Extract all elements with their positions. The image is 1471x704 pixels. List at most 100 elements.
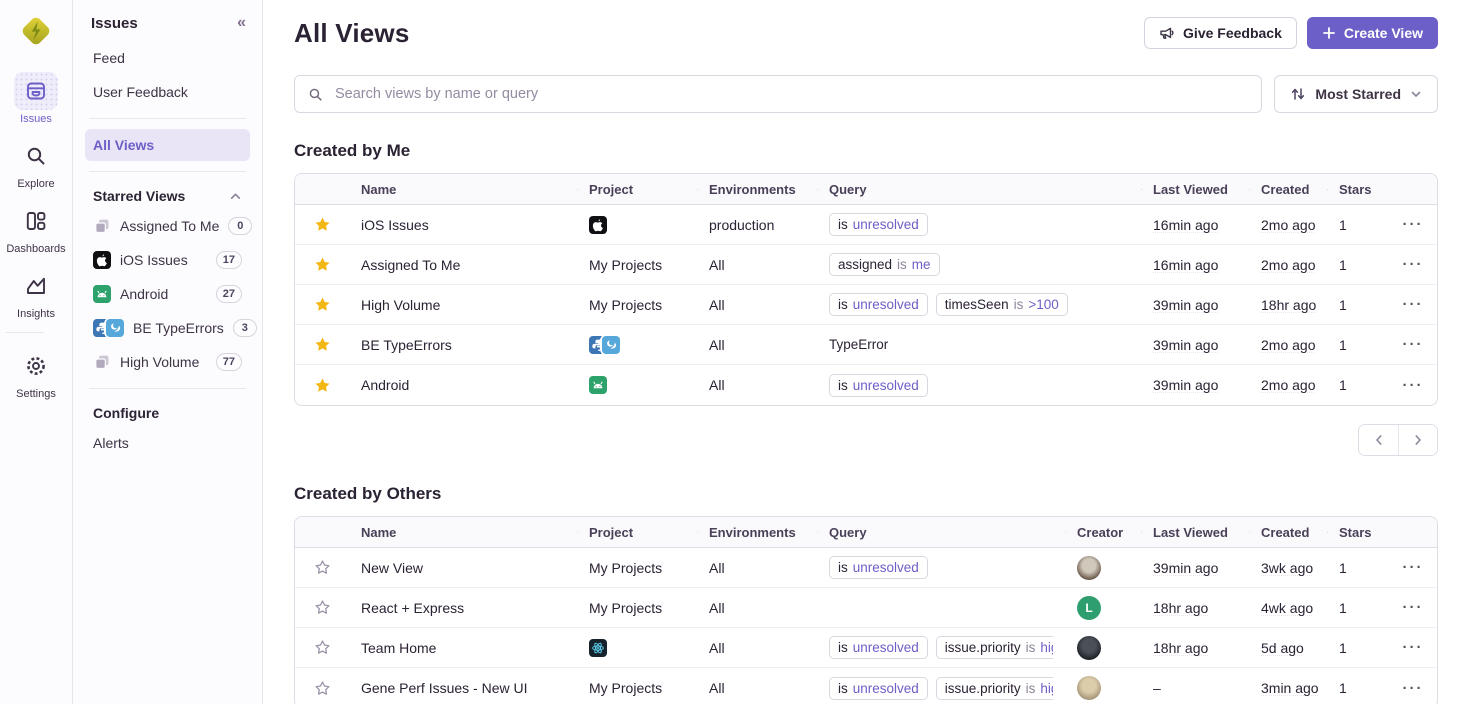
view-name-link[interactable]: Team Home	[361, 640, 436, 656]
name-cell: iOS Issues	[349, 217, 577, 233]
star-outline-icon[interactable]	[314, 559, 331, 576]
star-cell	[295, 336, 349, 353]
query-segment: issue.priority	[945, 681, 1021, 696]
column-header-last-viewed: Last Viewed	[1141, 525, 1249, 540]
query-segment: me	[912, 257, 931, 272]
name-cell: Team Home	[349, 640, 577, 656]
project-label: My Projects	[589, 680, 662, 696]
starred-view-android[interactable]: Android27	[85, 278, 250, 310]
starred-view-high-volume[interactable]: High Volume77	[85, 346, 250, 378]
creator-avatar	[1077, 556, 1101, 580]
last-viewed-cell: 39min ago	[1141, 337, 1249, 353]
query-segment: is	[897, 257, 907, 272]
sort-label: Most Starred	[1315, 86, 1401, 102]
views-table: NameProjectEnvironmentsQueryCreatorLast …	[294, 516, 1438, 704]
overflow-menu-icon[interactable]: ···	[1403, 256, 1424, 273]
rail-item-insights[interactable]: Insights	[6, 267, 65, 320]
stars-count-cell: 1	[1327, 377, 1389, 393]
star-filled-icon[interactable]	[314, 256, 331, 273]
star-cell	[295, 256, 349, 273]
overflow-menu-icon[interactable]: ···	[1403, 296, 1424, 313]
sidebar-item-user-feedback[interactable]: User Feedback	[85, 76, 250, 108]
rail-item-issues[interactable]: Issues	[6, 72, 65, 125]
view-name-link[interactable]: High Volume	[361, 297, 440, 313]
view-name-link[interactable]: Android	[361, 377, 409, 393]
overflow-menu-icon[interactable]: ···	[1403, 639, 1424, 656]
query-cell: assignedisme	[817, 253, 1141, 276]
star-outline-icon[interactable]	[314, 639, 331, 656]
project-icons	[589, 336, 685, 354]
starred-view-ios-issues[interactable]: iOS Issues17	[85, 244, 250, 276]
query-tokens: isunresolved	[829, 213, 1129, 236]
star-outline-icon[interactable]	[314, 599, 331, 616]
react-project-icon	[589, 639, 607, 657]
overflow-menu-icon[interactable]: ···	[1403, 680, 1424, 697]
layers-project-icon	[93, 353, 111, 371]
name-cell: Android	[349, 377, 577, 393]
project-cell	[577, 216, 697, 234]
collapse-sidebar-icon[interactable]: «	[237, 14, 244, 32]
created-value: 3min ago	[1261, 680, 1319, 696]
overflow-menu-icon[interactable]: ···	[1403, 599, 1424, 616]
created-cell: 5d ago	[1249, 640, 1327, 656]
sidebar-item-feed[interactable]: Feed	[85, 42, 250, 74]
search-icon	[14, 137, 58, 175]
query-segment: timesSeen	[945, 297, 1009, 312]
view-name-link[interactable]: BE TypeErrors	[361, 337, 452, 353]
star-filled-icon[interactable]	[314, 336, 331, 353]
star-filled-icon[interactable]	[314, 377, 331, 394]
org-logo[interactable]	[19, 14, 53, 48]
starred-view-assigned-to-me[interactable]: Assigned To Me0	[85, 210, 250, 242]
last-viewed-cell: 16min ago	[1141, 217, 1249, 233]
sidebar-item-all-views[interactable]: All Views	[85, 129, 250, 161]
overflow-menu-icon[interactable]: ···	[1403, 216, 1424, 233]
last-viewed-value: 16min ago	[1153, 217, 1218, 233]
chevron-up-icon[interactable]	[229, 190, 242, 203]
rail-item-dashboards[interactable]: Dashboards	[6, 202, 65, 255]
last-viewed-cell: 18hr ago	[1141, 640, 1249, 656]
environments-cell: All	[697, 257, 817, 273]
star-filled-icon[interactable]	[314, 216, 331, 233]
search-views-field[interactable]	[294, 75, 1262, 113]
rail-item-explore[interactable]: Explore	[6, 137, 65, 190]
insights-icon	[14, 267, 58, 305]
query-segment: high	[1040, 640, 1053, 655]
views-toolbar: Most Starred	[294, 75, 1438, 113]
project-cell: My Projects	[577, 600, 697, 616]
environments-cell: All	[697, 297, 817, 313]
sidebar-divider	[89, 388, 246, 389]
overflow-menu-icon[interactable]: ···	[1403, 559, 1424, 576]
row-menu-cell: ···	[1389, 216, 1437, 233]
table-row: Team HomeAllisunresolvedissue.priorityis…	[295, 628, 1437, 668]
created-cell: 2mo ago	[1249, 217, 1327, 233]
query-cell: TypeError	[817, 334, 1141, 355]
view-name-link[interactable]: Gene Perf Issues - New UI	[361, 680, 528, 696]
view-name-link[interactable]: Assigned To Me	[361, 257, 460, 273]
stars-count-cell: 1	[1327, 337, 1389, 353]
sidebar-divider	[89, 118, 246, 119]
sidebar-item-alerts[interactable]: Alerts	[85, 427, 250, 459]
page-header: All Views Give Feedback Create View	[294, 16, 1438, 49]
inbox-icon	[14, 72, 58, 110]
android-project-icon	[93, 285, 111, 303]
star-filled-icon[interactable]	[314, 296, 331, 313]
star-outline-icon[interactable]	[314, 680, 331, 697]
view-name-link[interactable]: iOS Issues	[361, 217, 429, 233]
view-name-link[interactable]: New View	[361, 560, 423, 576]
rail-item-settings[interactable]: Settings	[6, 347, 65, 400]
overflow-menu-icon[interactable]: ···	[1403, 336, 1424, 353]
view-name-link[interactable]: React + Express	[361, 600, 464, 616]
give-feedback-button[interactable]: Give Feedback	[1144, 17, 1297, 49]
views-table: NameProjectEnvironmentsQueryLast ViewedC…	[294, 173, 1438, 406]
next-page-button[interactable]	[1398, 425, 1437, 455]
starred-view-be-typeerrors[interactable]: BE TypeErrors3	[85, 312, 250, 344]
overflow-menu-icon[interactable]: ···	[1403, 377, 1424, 394]
sort-dropdown[interactable]: Most Starred	[1274, 75, 1438, 113]
created-cell: 2mo ago	[1249, 337, 1327, 353]
create-view-button[interactable]: Create View	[1307, 17, 1438, 49]
column-header-last-viewed: Last Viewed	[1141, 182, 1249, 197]
previous-page-button[interactable]	[1359, 425, 1398, 455]
stars-count-cell: 1	[1327, 680, 1389, 696]
chevron-down-icon	[1410, 88, 1422, 100]
search-views-input[interactable]	[333, 85, 1249, 103]
